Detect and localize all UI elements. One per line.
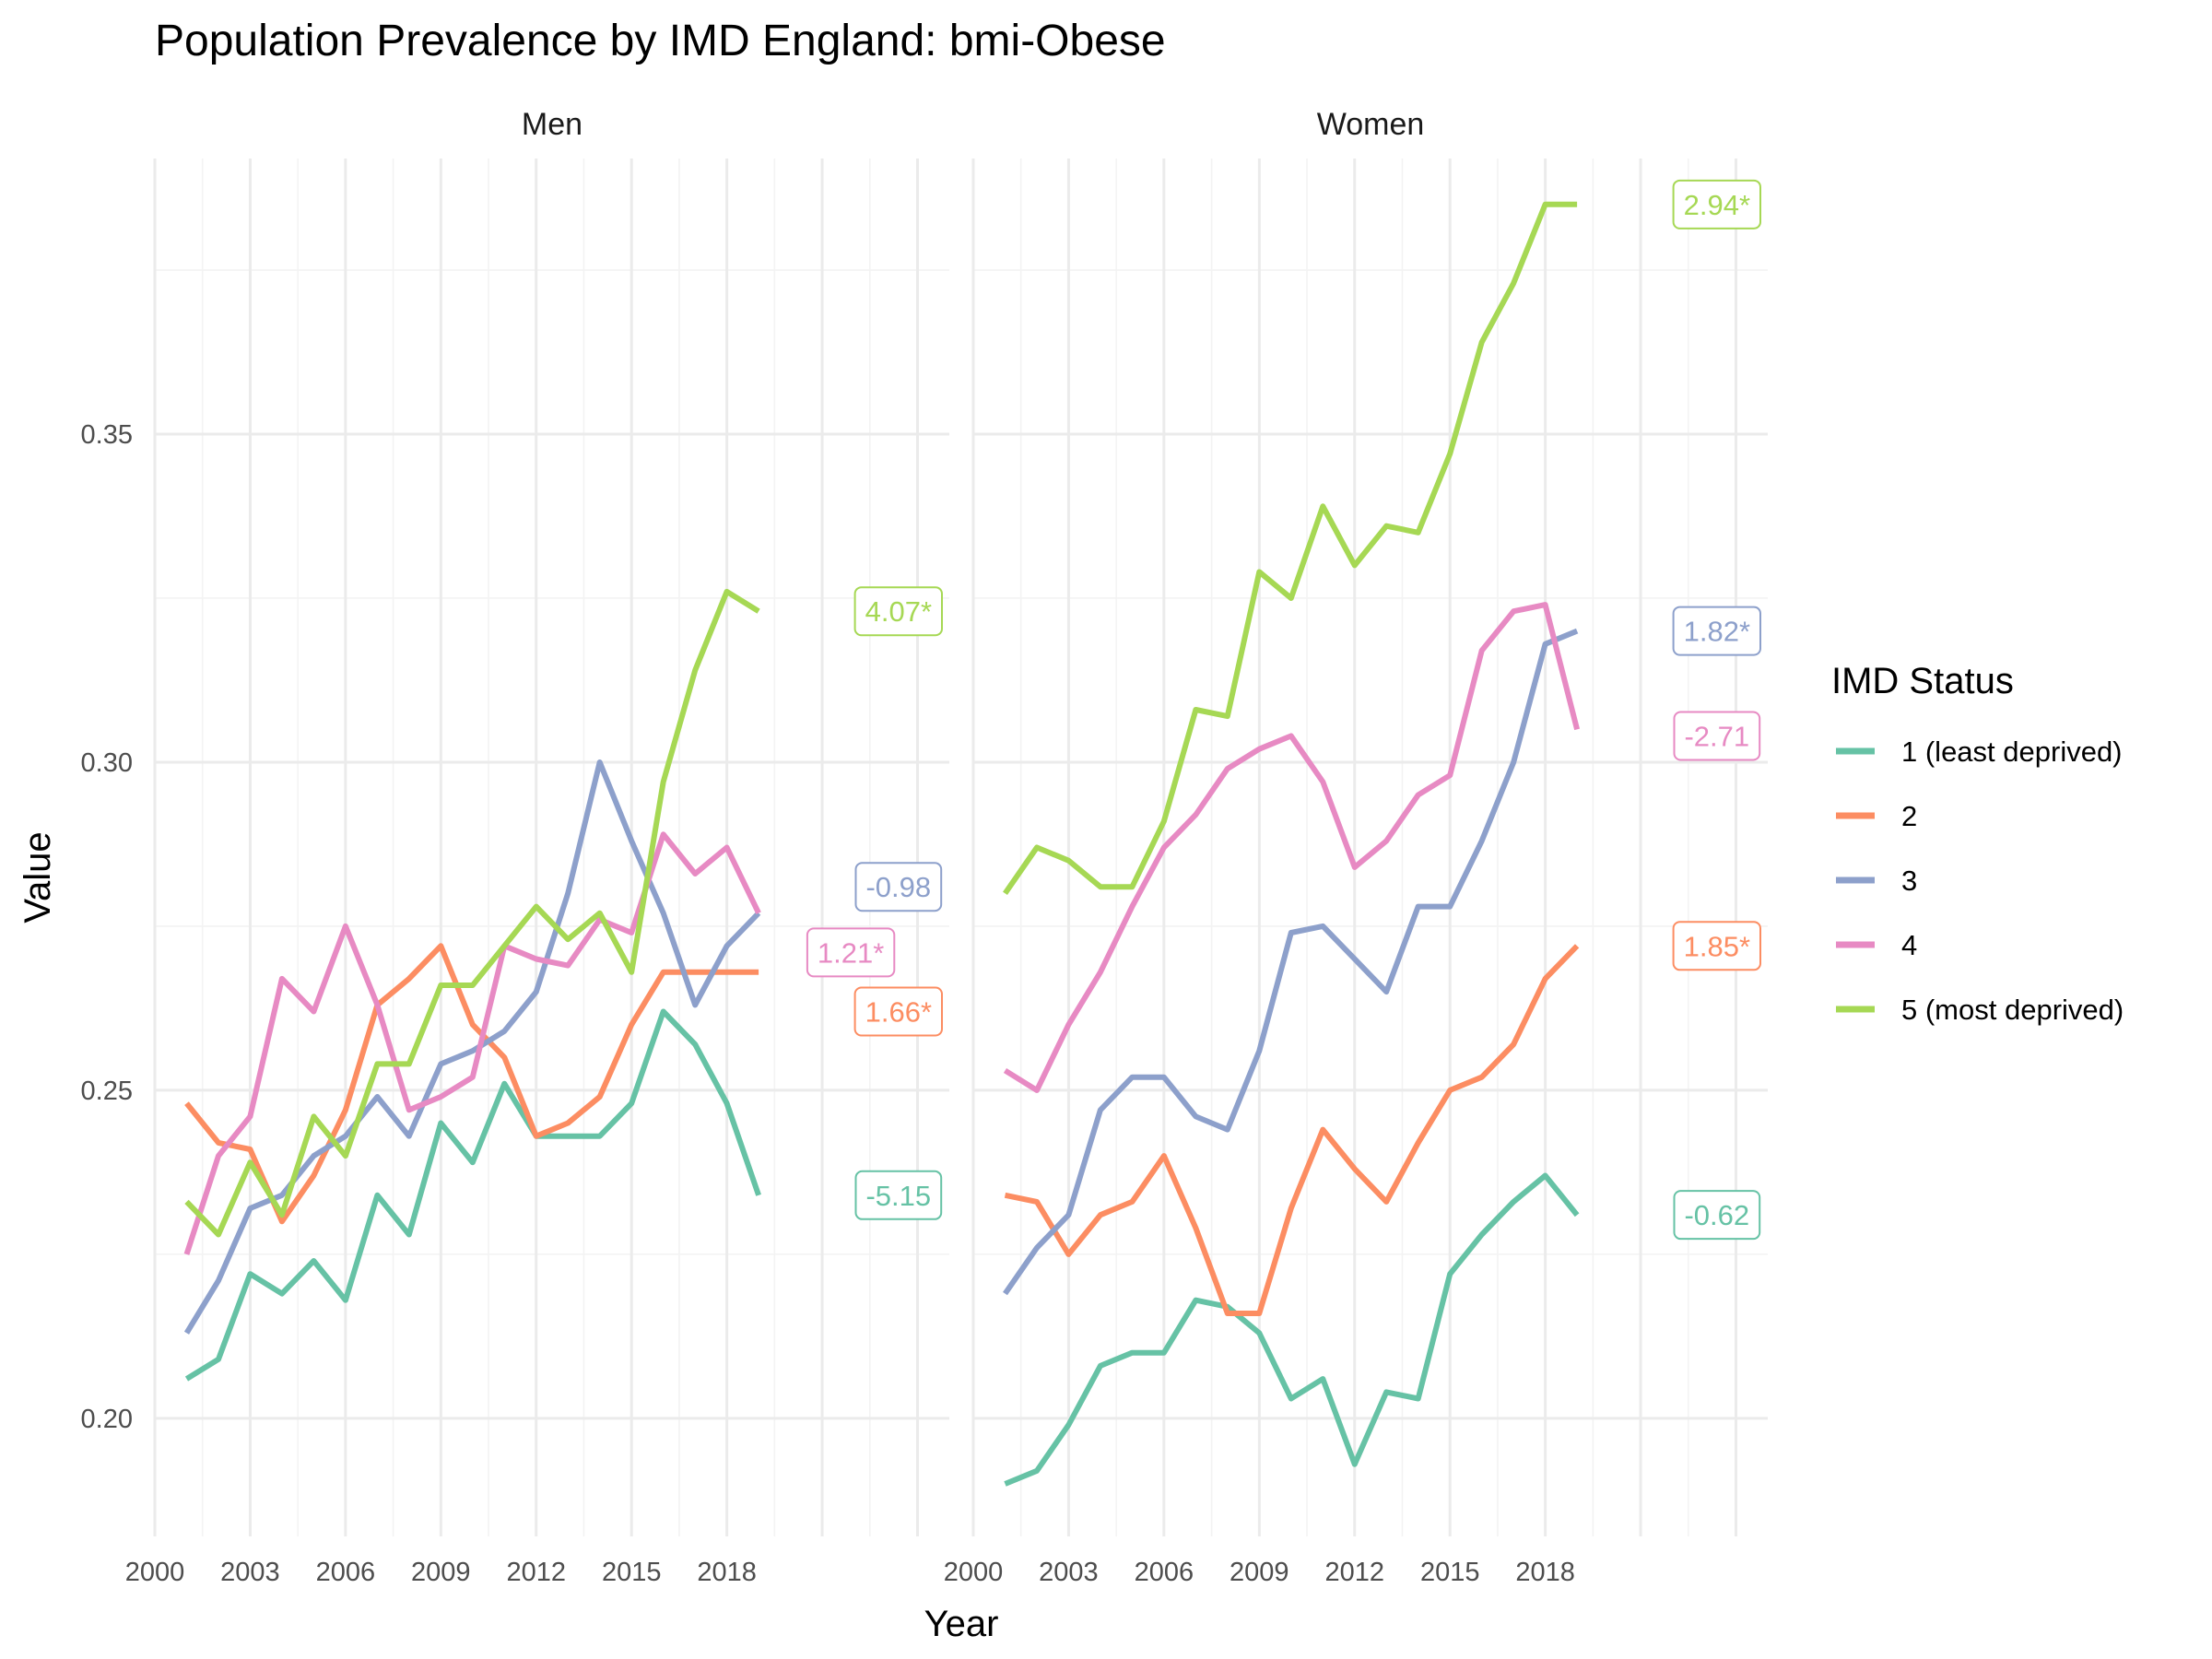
legend-title: IMD Status <box>1831 661 2014 701</box>
facet-label-women: Women <box>1317 107 1425 142</box>
x-tick-label: 2000 <box>125 1558 185 1587</box>
end-label-box <box>853 586 943 637</box>
end-label-box <box>854 862 943 912</box>
end-label-text: -0.98 <box>865 871 931 903</box>
end-label-text: -2.71 <box>1684 720 1749 752</box>
series-line-women-2 <box>1004 944 1580 1316</box>
chart-title: Population Prevalence by IMD England: bm… <box>155 17 1166 65</box>
end-label-box <box>1673 711 1761 761</box>
series-line-women-3 <box>1003 628 1579 1296</box>
panel-women: Women 2000 2003 2006 2009 2012 2015 2018 2.94* 1.… <box>944 107 1768 1587</box>
legend-label: 2 <box>1901 800 1917 832</box>
end-label-women-2: 1.85* <box>1672 921 1761 971</box>
legend-label: 5 (most deprived) <box>1901 994 2124 1026</box>
end-label-men-4: 1.21* <box>806 927 896 978</box>
legend-label: 4 <box>1901 929 1917 961</box>
end-label-box <box>806 927 896 978</box>
end-label-box <box>854 1170 943 1220</box>
end-label-women-5-most-deprived: 2.94* <box>1672 179 1761 229</box>
series-line-men-4 <box>183 831 761 1255</box>
legend-label: 1 (least deprived) <box>1901 735 2123 768</box>
series-line-women-5-most-deprived <box>1003 201 1578 896</box>
end-label-text: 1.21* <box>818 936 884 969</box>
end-label-box <box>853 986 943 1037</box>
end-label-text: 1.85* <box>1684 930 1750 962</box>
series-line-women-1-least-deprived <box>1004 1172 1580 1487</box>
end-label-box <box>1673 1190 1761 1241</box>
end-label-text: 1.66* <box>865 995 932 1028</box>
x-tick-label: 2015 <box>602 1558 662 1587</box>
series-line-men-5-most-deprived <box>184 588 760 1238</box>
x-axis-title: Year <box>924 1604 999 1644</box>
end-label-text: -0.62 <box>1684 1199 1749 1231</box>
series-line-women-4 <box>1003 602 1581 1093</box>
end-label-text: 1.82* <box>1684 616 1750 648</box>
end-label-women-1-least-deprived: -0.62 <box>1673 1190 1761 1241</box>
end-label-men-5-most-deprived: 4.07* <box>853 586 943 637</box>
facet-panels: Men 2000 2003 2006 2009 2012 2015 2018 0.20 0.25 0… <box>81 107 1768 1587</box>
legend-item-2: 2 <box>1836 800 1917 832</box>
x-tick-label: 2006 <box>1135 1558 1194 1587</box>
x-tick-label: 2018 <box>1515 1558 1575 1587</box>
x-tick-label: 2015 <box>1420 1558 1480 1587</box>
x-tick-label: 2009 <box>1230 1558 1289 1587</box>
series-line-men-2 <box>184 943 759 1225</box>
series-line-men-3 <box>183 759 761 1335</box>
end-label-text: 2.94* <box>1684 189 1750 221</box>
x-tick-label: 2003 <box>1039 1558 1099 1587</box>
end-label-men-3: -0.98 <box>854 862 943 912</box>
end-label-men-1-least-deprived: -5.15 <box>854 1170 943 1220</box>
y-tick-label: 0.25 <box>81 1077 133 1106</box>
x-tick-label: 2012 <box>1325 1558 1385 1587</box>
y-tick-label: 0.35 <box>81 420 133 450</box>
end-label-text: -5.15 <box>865 1180 931 1212</box>
legend-item-5-most-deprived: 5 (most deprived) <box>1836 994 2124 1026</box>
x-tick-label: 2018 <box>697 1558 757 1587</box>
end-label-women-3: 1.82* <box>1672 606 1761 656</box>
x-tick-label: 2006 <box>316 1558 376 1587</box>
end-label-box <box>1672 179 1761 229</box>
x-tick-label: 2012 <box>507 1558 567 1587</box>
legend-item-4: 4 <box>1836 929 1917 961</box>
legend-item-1-least-deprived: 1 (least deprived) <box>1836 735 2123 768</box>
end-label-men-2: 1.66* <box>853 986 943 1037</box>
end-label-box <box>1672 921 1761 971</box>
series-line-men-1-least-deprived <box>184 1008 761 1382</box>
panel-men: Men 2000 2003 2006 2009 2012 2015 2018 0.20 0.25 0… <box>81 107 949 1587</box>
x-tick-label: 2003 <box>220 1558 280 1587</box>
end-label-box <box>1672 606 1761 656</box>
x-tick-label: 2009 <box>411 1558 471 1587</box>
legend-item-3: 3 <box>1836 865 1917 897</box>
x-tick-label: 2000 <box>944 1558 1004 1587</box>
end-label-women-4: -2.71 <box>1673 711 1761 761</box>
end-label-text: 4.07* <box>865 595 932 628</box>
legend-label: 3 <box>1901 865 1917 897</box>
y-tick-label: 0.20 <box>81 1405 133 1434</box>
y-tick-label: 0.30 <box>81 748 133 778</box>
y-axis-title: Value <box>18 831 58 923</box>
facet-label-men: Men <box>522 107 582 142</box>
legend: IMD Status 1 (least deprived) 2 3 4 5 (most … <box>1831 661 2124 1026</box>
